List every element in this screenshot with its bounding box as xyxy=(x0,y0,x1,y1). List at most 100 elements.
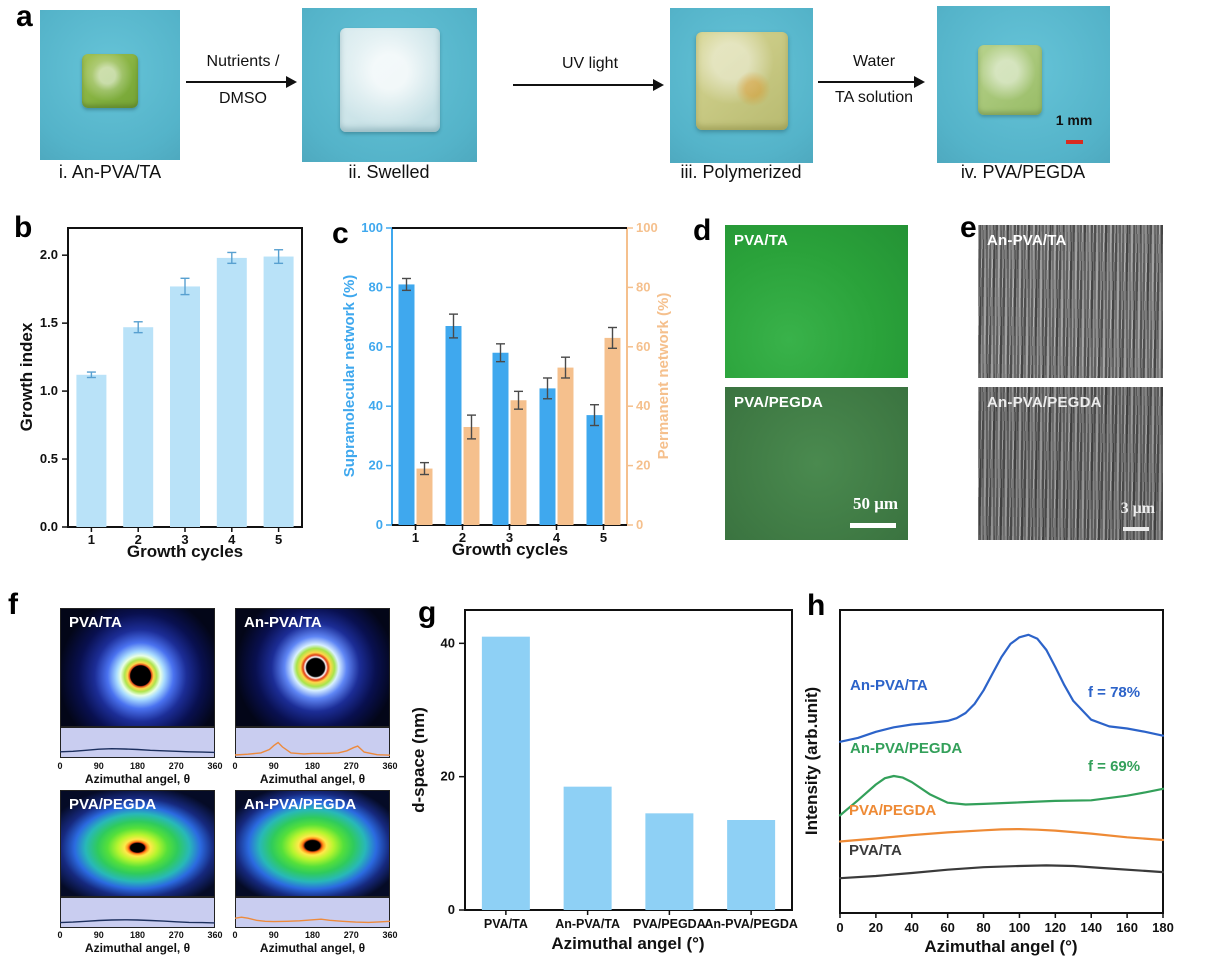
svg-text:0: 0 xyxy=(636,517,643,532)
svg-text:80: 80 xyxy=(976,920,990,935)
svg-text:PVA/TA: PVA/TA xyxy=(849,842,902,859)
panel-f-letter: f xyxy=(8,588,18,621)
saxs-pattern-label: PVA/TA xyxy=(69,614,122,631)
axis-tick-label: 360 xyxy=(382,930,398,940)
scale-bar-label: 3 μm xyxy=(1120,500,1155,517)
scale-bar-label: 50 μm xyxy=(852,494,898,513)
saxs-pattern: PVA/PEGDA xyxy=(60,790,215,897)
axis-tick-label: 180 xyxy=(129,930,146,940)
svg-text:20: 20 xyxy=(869,920,883,935)
svg-text:40: 40 xyxy=(369,398,383,413)
saxs-pattern: PVA/TA xyxy=(60,608,215,727)
svg-text:1: 1 xyxy=(412,530,419,545)
panel-g-dspace-chart: g 0 20 40 PVA/TA An-PVA/TA PVA/PEGDA An-PVA/PE… xyxy=(405,575,805,962)
svg-text:4: 4 xyxy=(228,532,236,547)
svg-text:100: 100 xyxy=(1009,920,1031,935)
axis-tick-label: 270 xyxy=(343,761,359,771)
chart-svg-c: 0 0 20 20 40 40 60 60 80 80 100 100 1 2 3 4 5 Growth cycl… xyxy=(341,220,672,559)
chart-svg-g: 0 20 40 PVA/TA An-PVA/TA PVA/PEGDAAn-PVA/PEGD… xyxy=(409,609,798,953)
svg-text:0.0: 0.0 xyxy=(40,519,58,534)
azimuthal-profile-strip xyxy=(235,897,390,928)
panel-f-saxs-patterns: f PVA/TA 0 90 180 270 360 Azimuthal angel, θ An… xyxy=(8,580,408,962)
saxs-pattern-label: PVA/PEGDA xyxy=(69,796,157,813)
svg-text:An-PVA/PEGDA: An-PVA/PEGDA xyxy=(850,740,962,757)
svg-text:40: 40 xyxy=(636,398,650,413)
svg-text:PVA/PEGDA: PVA/PEGDA xyxy=(633,917,706,931)
image-label: PVA/TA xyxy=(734,232,788,249)
svg-text:2.0: 2.0 xyxy=(40,247,58,262)
image-label: PVA/PEGDA xyxy=(734,394,824,411)
svg-text:f = 78%: f = 78% xyxy=(1088,684,1140,701)
svg-text:3: 3 xyxy=(181,532,188,547)
axis-tick-label: 270 xyxy=(168,930,184,940)
svg-text:1: 1 xyxy=(88,532,95,547)
arrow3-label-top: Water xyxy=(852,53,896,70)
panel-c-network-chart: c 0 0 20 20 40 40 60 60 80 80 100 100 1 2 3 4 5 Growth cy… xyxy=(330,205,692,565)
svg-text:40: 40 xyxy=(905,920,919,935)
svg-text:d-space (nm): d-space (nm) xyxy=(409,707,428,813)
svg-text:2: 2 xyxy=(459,530,466,545)
panel-d-fluorescence: d PVA/TA PVA/PEGDA 50 μm xyxy=(690,205,960,565)
panel-a: a i. An-PVA/TA Nutrients / DMSO ii. Swel… xyxy=(0,0,1213,200)
panel-a-letter: a xyxy=(16,0,33,33)
svg-text:4: 4 xyxy=(553,530,561,545)
saxs-pattern-label: An-PVA/TA xyxy=(244,614,322,631)
svg-text:Growth index: Growth index xyxy=(17,322,36,431)
svg-text:20: 20 xyxy=(636,458,650,473)
image-label: An-PVA/TA xyxy=(987,232,1067,249)
svg-text:5: 5 xyxy=(600,530,607,545)
svg-text:100: 100 xyxy=(361,220,383,235)
axis-tick-label: 0 xyxy=(57,930,63,940)
svg-text:Supramolecular network (%): Supramolecular network (%) xyxy=(341,275,358,478)
svg-text:An-PVA/TA: An-PVA/TA xyxy=(850,677,928,694)
svg-text:Growth cycles: Growth cycles xyxy=(452,540,568,559)
panel-d-letter: d xyxy=(693,214,712,247)
axis-tick-label: 360 xyxy=(382,761,398,771)
svg-text:180: 180 xyxy=(1152,920,1174,935)
photo-an-pva-ta xyxy=(40,10,180,160)
arrow-right-icon xyxy=(513,79,664,91)
axis-tick-label: 90 xyxy=(268,761,279,771)
svg-text:20: 20 xyxy=(369,458,383,473)
arrow1-label-bottom: DMSO xyxy=(219,90,267,107)
saxs-pattern: An-PVA/PEGDA xyxy=(235,790,390,897)
fluorescence-image-pva-ta: PVA/TA xyxy=(725,225,908,378)
svg-text:An-PVA/TA: An-PVA/TA xyxy=(555,917,620,931)
hydrogel-cube-polymerized xyxy=(695,31,788,130)
sem-image-an-pva-ta: An-PVA/TA xyxy=(978,225,1163,378)
svg-text:PVA/TA: PVA/TA xyxy=(484,917,528,931)
chart-svg-b: 0.0 0.5 1.0 1.5 2.0 1 2 3 4 5 Growth cycles Growth … xyxy=(17,227,303,561)
svg-text:60: 60 xyxy=(636,339,650,354)
azimuthal-profile-strip xyxy=(60,727,215,758)
axis-tick-label: 0 xyxy=(57,761,63,771)
scale-bar-label: 1 mm xyxy=(1055,112,1093,128)
axis-tick-label: 0 xyxy=(232,761,238,771)
arrow2-label-top: UV light xyxy=(561,55,619,72)
axis-tick-label: 180 xyxy=(304,930,321,940)
svg-text:1.5: 1.5 xyxy=(40,315,58,330)
axis-label: Azimuthal angel, θ xyxy=(84,941,191,955)
svg-text:0: 0 xyxy=(836,920,843,935)
photo-pva-pegda xyxy=(937,6,1110,163)
svg-text:100: 100 xyxy=(636,220,658,235)
axis-tick-label: 90 xyxy=(93,930,104,940)
svg-text:0: 0 xyxy=(448,902,455,917)
saxs-pattern-label: An-PVA/PEGDA xyxy=(244,796,357,813)
svg-text:40: 40 xyxy=(441,635,455,650)
svg-text:f = 69%: f = 69% xyxy=(1088,758,1140,775)
svg-text:80: 80 xyxy=(636,279,650,294)
svg-text:Azimuthal angel (°): Azimuthal angel (°) xyxy=(924,937,1077,956)
saxs-pattern: An-PVA/TA xyxy=(235,608,390,727)
scale-bar xyxy=(850,523,896,528)
axis-tick-label: 270 xyxy=(343,930,359,940)
azimuthal-profile-strip xyxy=(60,897,215,928)
hydrogel-cube-swelled xyxy=(339,28,440,133)
axis-label: Azimuthal angel, θ xyxy=(84,772,191,786)
svg-text:20: 20 xyxy=(441,769,455,784)
axis-label: Azimuthal angel, θ xyxy=(259,941,366,955)
svg-text:140: 140 xyxy=(1080,920,1102,935)
photo-polymerized xyxy=(670,8,813,163)
axis-tick-label: 360 xyxy=(207,930,223,940)
axis-tick-label: 90 xyxy=(268,930,279,940)
